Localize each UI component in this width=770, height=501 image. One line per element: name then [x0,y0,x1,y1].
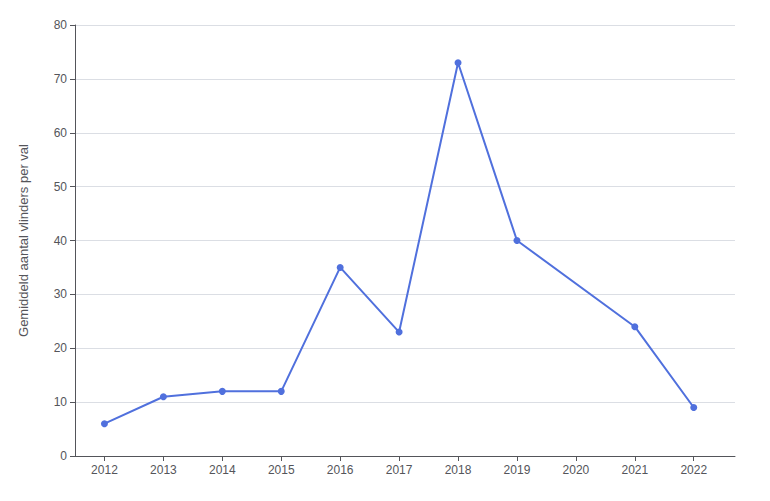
svg-text:2013: 2013 [150,463,177,477]
svg-text:2019: 2019 [504,463,531,477]
svg-text:50: 50 [54,180,68,194]
svg-text:Gemiddeld aantal vlinders per: Gemiddeld aantal vlinders per val [16,144,31,337]
svg-text:20: 20 [54,341,68,355]
svg-text:2021: 2021 [621,463,648,477]
svg-text:60: 60 [54,126,68,140]
svg-text:70: 70 [54,72,68,86]
svg-text:2017: 2017 [386,463,413,477]
svg-text:2020: 2020 [563,463,590,477]
svg-text:80: 80 [54,18,68,32]
svg-text:10: 10 [54,395,68,409]
svg-text:0: 0 [60,449,67,463]
svg-text:2022: 2022 [680,463,707,477]
svg-text:40: 40 [54,234,68,248]
svg-text:30: 30 [54,287,68,301]
svg-text:2016: 2016 [327,463,354,477]
svg-text:2014: 2014 [209,463,236,477]
svg-text:2015: 2015 [268,463,295,477]
svg-text:2012: 2012 [91,463,118,477]
svg-text:2018: 2018 [445,463,472,477]
